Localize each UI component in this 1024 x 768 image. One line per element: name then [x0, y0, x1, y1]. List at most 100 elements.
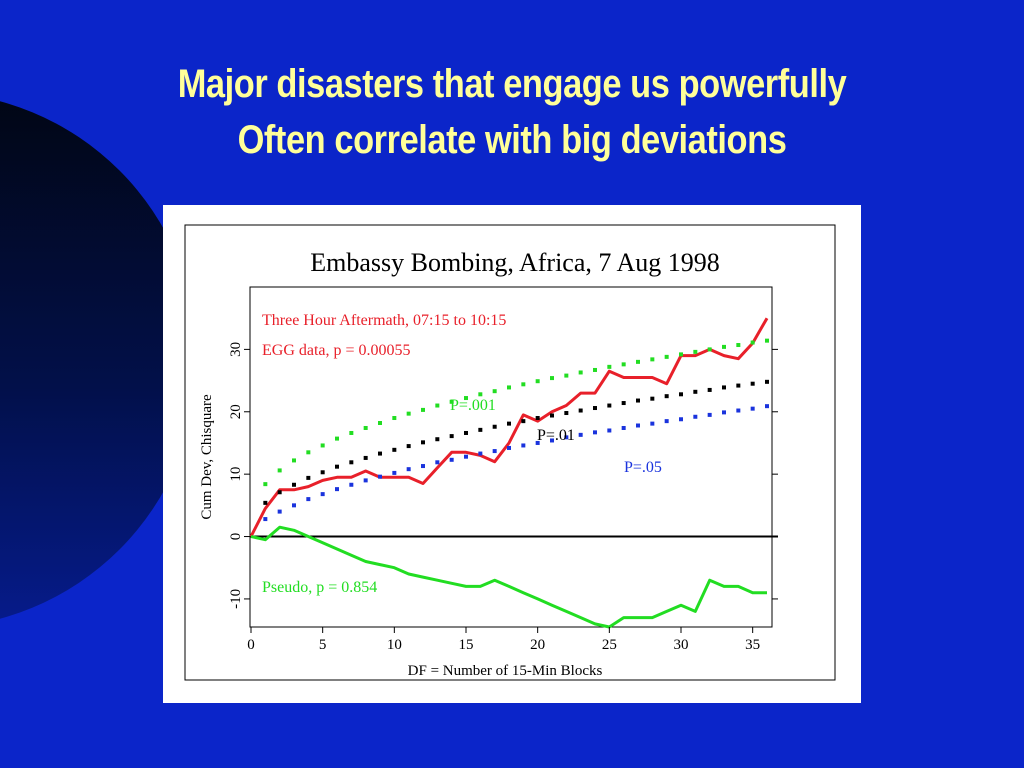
- x-tick-label: 25: [602, 637, 617, 653]
- series-point: [320, 470, 325, 475]
- series-point: [449, 399, 454, 404]
- egg-annotation-line-1: Three Hour Aftermath, 07:15 to 10:15: [262, 312, 506, 329]
- series-point: [378, 451, 382, 456]
- series-point: [449, 457, 454, 462]
- y-tick-label: 20: [228, 404, 244, 419]
- series-point: [564, 373, 569, 378]
- series-point: [406, 411, 411, 416]
- series-point: [478, 392, 483, 397]
- series-point: [277, 490, 282, 495]
- series-point: [263, 517, 268, 522]
- series-point: [550, 413, 554, 418]
- series-point: [535, 416, 540, 421]
- series-point: [607, 364, 612, 369]
- series-point: [306, 497, 311, 502]
- series-point: [535, 379, 540, 384]
- series-4: [263, 404, 769, 522]
- series-point: [636, 423, 640, 428]
- series-3: [263, 379, 769, 505]
- series-point: [277, 468, 282, 473]
- series-point: [578, 370, 583, 375]
- series-point: [679, 392, 683, 397]
- y-tick-label: 0: [228, 533, 244, 541]
- series-point: [650, 357, 655, 362]
- series-point: [607, 403, 612, 408]
- series-point: [464, 430, 468, 435]
- series-point: [392, 470, 397, 475]
- series-point: [363, 425, 368, 430]
- series-point: [521, 382, 526, 387]
- series-point: [750, 406, 755, 411]
- y-axis-label: Cum Dev, Chisquare: [199, 394, 215, 520]
- chart-figure: Embassy Bombing, Africa, 7 Aug 1998 0 5 10…: [163, 205, 861, 703]
- series-point: [650, 421, 655, 426]
- series-point: [636, 398, 640, 403]
- pseudo-annotation: Pseudo, p = 0.854: [262, 579, 377, 596]
- series-point: [363, 455, 368, 460]
- x-tick-label: 0: [247, 637, 255, 653]
- series-point: [464, 396, 468, 401]
- series-point: [578, 432, 583, 437]
- series-point: [507, 421, 511, 426]
- series-point: [292, 458, 296, 463]
- series-point: [650, 396, 655, 401]
- series-point: [707, 412, 712, 417]
- series-point: [722, 344, 726, 349]
- series-point: [707, 347, 712, 352]
- series-point: [636, 359, 640, 364]
- p001-annotation: P=.001: [450, 397, 496, 414]
- series-2: [263, 338, 769, 487]
- series-point: [693, 414, 698, 419]
- series-point: [492, 424, 497, 429]
- series-point: [593, 367, 597, 372]
- series-point: [564, 411, 569, 416]
- series-1: [250, 525, 767, 629]
- series-point: [435, 437, 440, 442]
- series-point: [578, 408, 583, 413]
- series-point: [607, 428, 612, 433]
- series-point: [378, 474, 382, 479]
- series-point: [392, 447, 397, 452]
- series-point: [707, 387, 712, 392]
- series-point: [535, 440, 540, 445]
- y-axis: -10 0 10 20 30: [228, 342, 778, 609]
- series-point: [664, 419, 669, 424]
- series-point: [550, 376, 554, 381]
- series-point: [335, 436, 339, 441]
- series-point: [478, 451, 483, 456]
- series-point: [335, 464, 339, 469]
- slide-title-line-2: Often correlate with big deviations: [237, 118, 787, 162]
- series-point: [363, 478, 368, 483]
- p05-annotation: P=.05: [624, 459, 662, 476]
- y-tick-label: 10: [228, 467, 244, 482]
- series-point: [492, 389, 497, 394]
- series-point: [679, 417, 683, 422]
- series-point: [320, 492, 325, 497]
- series-point: [507, 385, 511, 390]
- series-point: [507, 445, 511, 450]
- series-point: [478, 427, 483, 432]
- series-point: [378, 421, 382, 425]
- series-point: [765, 338, 769, 343]
- series-point: [320, 443, 325, 448]
- x-tick-label: 35: [745, 637, 760, 653]
- series-point: [621, 425, 626, 430]
- series-point: [349, 430, 354, 435]
- series-point: [306, 475, 311, 480]
- series-point: [593, 430, 597, 435]
- series-point: [464, 454, 468, 459]
- series-point: [421, 464, 425, 469]
- series-point: [593, 406, 597, 411]
- series-point: [693, 349, 698, 354]
- series-point: [664, 354, 669, 359]
- x-tick-label: 5: [319, 637, 327, 653]
- y-tick-label: -10: [228, 589, 244, 609]
- series-point: [765, 404, 769, 409]
- series-point: [406, 467, 411, 472]
- chart-canvas: Embassy Bombing, Africa, 7 Aug 1998 0 5 10…: [184, 224, 836, 681]
- series-point: [722, 410, 726, 415]
- series-point: [722, 385, 726, 390]
- series-point: [306, 450, 311, 455]
- series-point: [349, 482, 354, 487]
